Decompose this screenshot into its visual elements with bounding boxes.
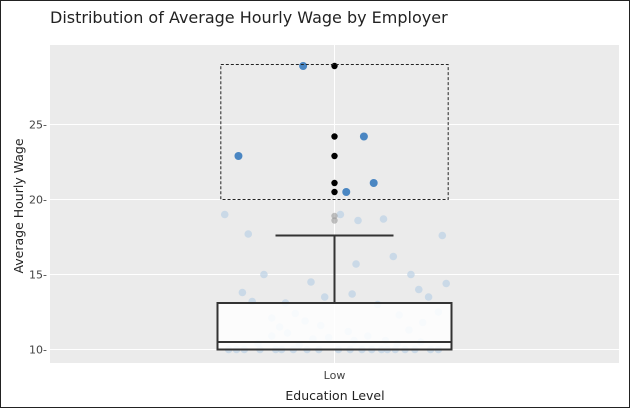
data-point-selected [359,132,368,141]
y-tick-label: 20- [29,194,47,207]
data-point-unselected [407,270,415,279]
data-point-unselected [379,215,388,223]
y-tick-label: 10- [29,344,47,357]
data-point-unselected [438,231,447,240]
x-axis-label: Education Level [285,388,384,403]
data-point-unselected [424,293,433,301]
data-point-selected [369,179,378,187]
data-point-unselected [260,270,268,279]
y-axis-label: Average Hourly Wage [11,138,26,273]
data-point-unselected [352,260,360,268]
data-point-unselected [220,210,229,219]
outlier-point [331,133,338,140]
data-point-selected [234,152,243,160]
data-point-selected [299,62,308,70]
outlier-point [331,217,338,224]
data-point-unselected [320,293,329,301]
data-point-unselected [244,230,253,238]
chart-title: Distribution of Average Hourly Wage by E… [50,8,448,27]
outlier-point [331,188,338,196]
y-tick-label: 15- [29,269,47,282]
outlier-point [331,62,338,70]
data-point-unselected [307,278,315,286]
outlier-point [331,152,338,160]
outlier-point [331,212,338,220]
data-point-unselected [354,216,362,225]
data-point-unselected [238,288,247,297]
selection-box [220,64,449,200]
x-tick-label: Low [324,369,346,382]
data-point-unselected [389,252,398,261]
data-point-unselected [414,285,423,294]
data-point-selected [342,188,351,196]
y-tick-label: 25- [29,119,47,132]
data-point-unselected [348,290,356,298]
outlier-point [331,179,338,187]
data-point-unselected [336,210,345,219]
data-point-unselected [442,279,451,288]
